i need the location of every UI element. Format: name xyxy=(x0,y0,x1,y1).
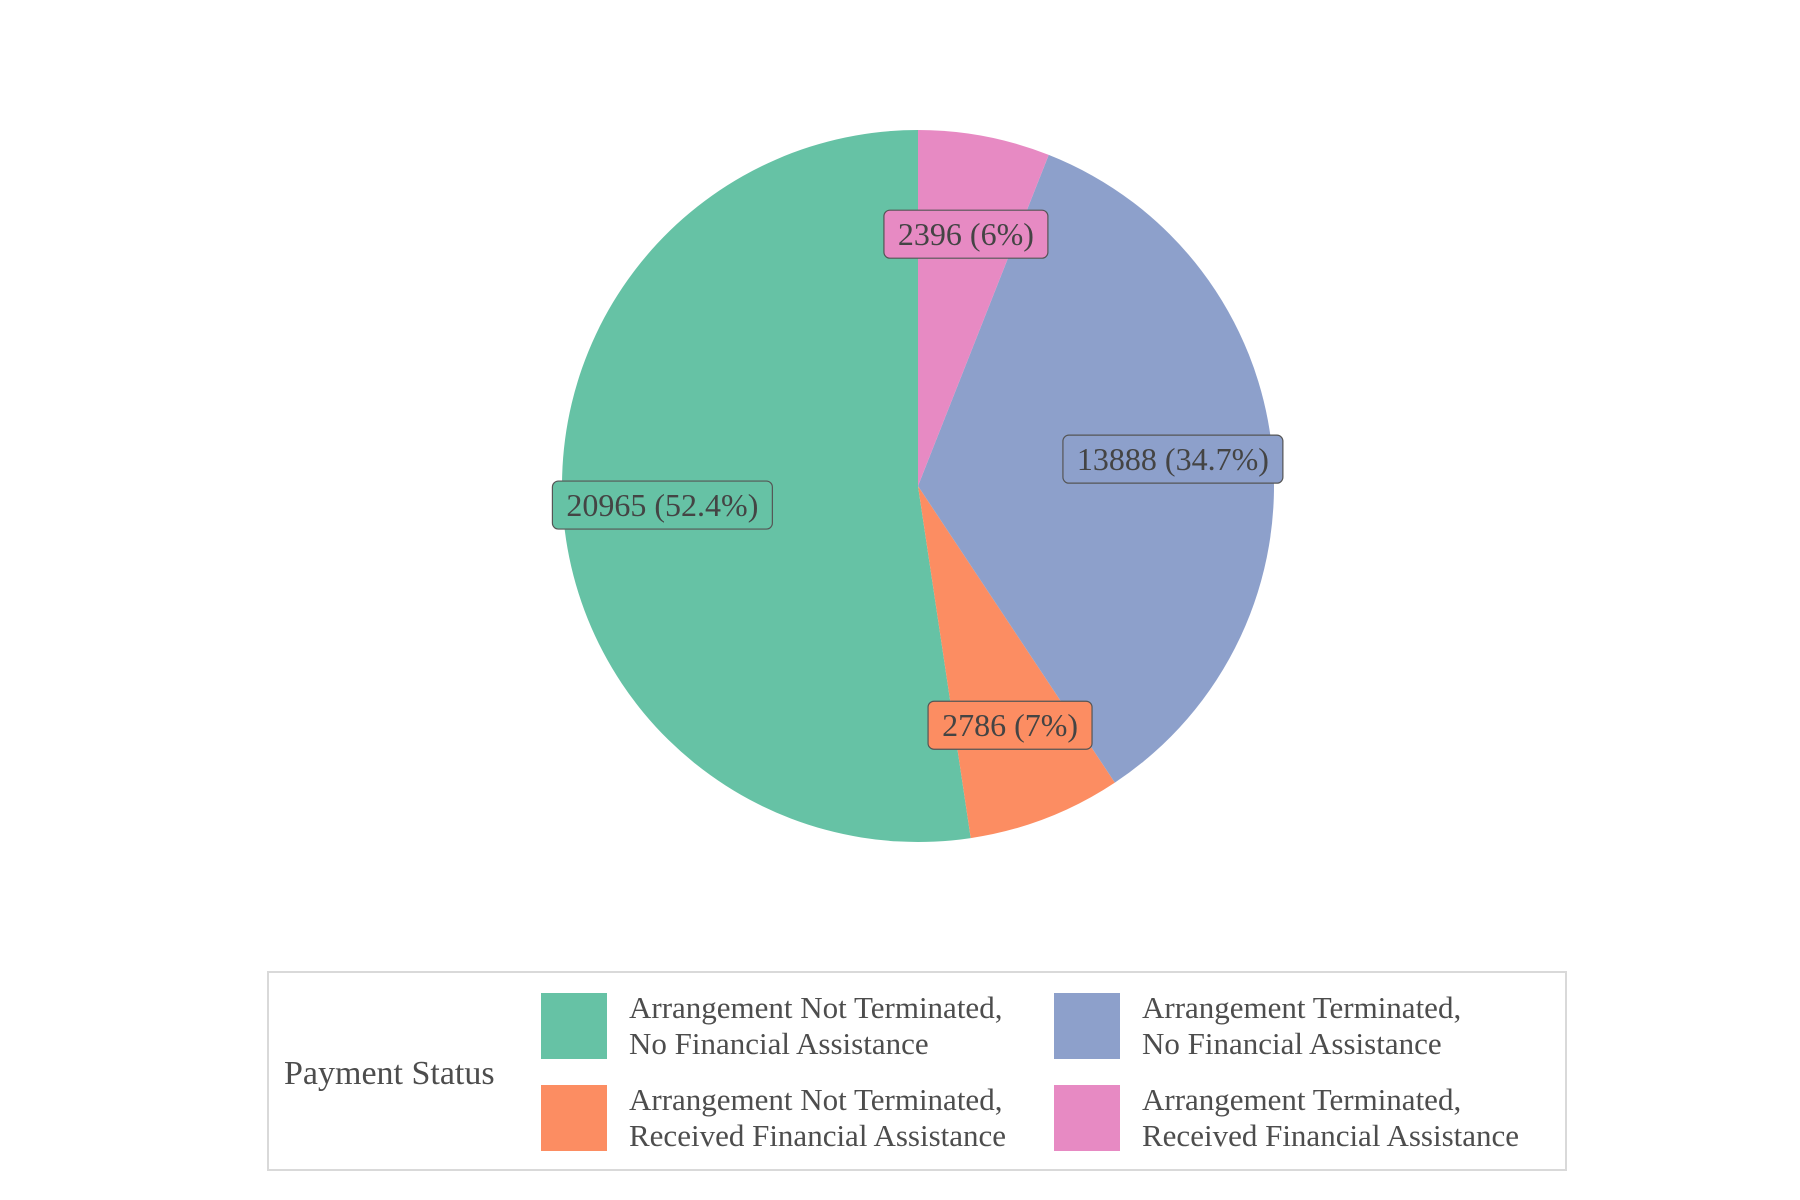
data-label-arrangement-terminated-no-financial-assistance: 13888 (34.7%) xyxy=(1062,434,1284,484)
legend-label-line: Received Financial Assistance xyxy=(1142,1118,1519,1153)
data-label-box xyxy=(1062,434,1284,484)
legend-item-arrangement-terminated-received-financial-assistance: Arrangement Terminated,Received Financia… xyxy=(1054,1082,1519,1153)
data-label-box xyxy=(927,700,1093,750)
pie-slice-arrangement-not-terminated-received-financial-assistance xyxy=(918,486,1115,839)
legend-item-arrangement-terminated-no-financial-assistance: Arrangement Terminated,No Financial Assi… xyxy=(1054,990,1461,1061)
legend-swatch xyxy=(541,1085,607,1151)
legend-label-line: Arrangement Terminated, xyxy=(1142,1082,1461,1117)
data-label-text: 2786 (7%) xyxy=(942,707,1078,743)
legend-label-line: No Financial Assistance xyxy=(629,1026,929,1061)
legend-label-line: Arrangement Not Terminated, xyxy=(629,1082,1002,1117)
legend-label-line: Arrangement Terminated, xyxy=(1142,990,1461,1025)
legend-label-line: No Financial Assistance xyxy=(1142,1026,1442,1061)
data-label-text: 20965 (52.4%) xyxy=(566,487,758,523)
data-label-box xyxy=(883,209,1049,259)
data-label-arrangement-not-terminated-no-financial-assistance: 20965 (52.4%) xyxy=(551,480,773,530)
pie-data-labels: 20965 (52.4%) 2786 (7%) 13888 (34.7%) 2396 … xyxy=(551,209,1284,750)
legend-label-line: Arrangement Not Terminated, xyxy=(629,990,1002,1025)
data-label-box xyxy=(551,480,773,530)
legend-label-line: Received Financial Assistance xyxy=(629,1118,1006,1153)
legend-swatch xyxy=(1054,993,1120,1059)
legend: Payment Status Arrangement Not Terminate… xyxy=(267,971,1567,1171)
legend-title: Payment Status xyxy=(284,1055,495,1092)
data-label-text: 13888 (34.7%) xyxy=(1077,441,1269,477)
data-label-text: 2396 (6%) xyxy=(898,216,1034,252)
legend-box xyxy=(267,971,1567,1171)
legend-item-arrangement-not-terminated-received-financial-assistance: Arrangement Not Terminated,Received Fina… xyxy=(541,1082,1006,1153)
legend-item-arrangement-not-terminated-no-financial-assistance: Arrangement Not Terminated,No Financial … xyxy=(541,990,1002,1061)
data-label-arrangement-terminated-received-financial-assistance: 2396 (6%) xyxy=(883,209,1049,259)
legend-swatch xyxy=(1054,1085,1120,1151)
legend-swatch xyxy=(541,993,607,1059)
data-label-arrangement-not-terminated-received-financial-assistance: 2786 (7%) xyxy=(927,700,1093,750)
